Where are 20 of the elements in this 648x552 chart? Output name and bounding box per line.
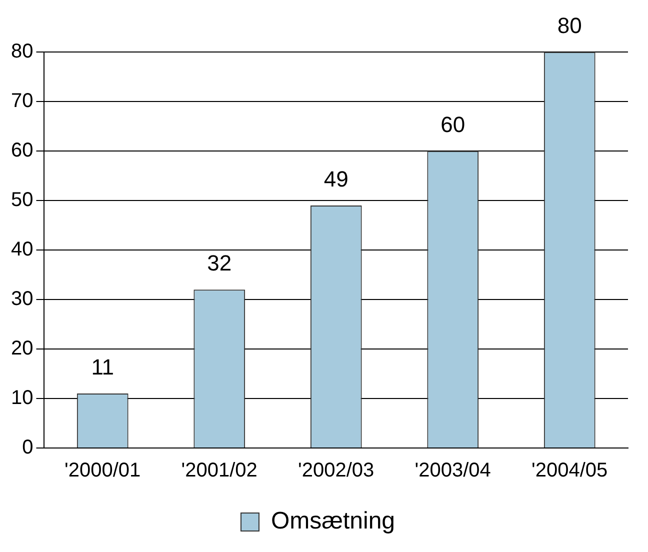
y-tick-label: 40 — [10, 238, 34, 261]
data-label: 11 — [91, 354, 114, 380]
legend-label: Omsætning — [270, 508, 396, 535]
y-tick-label: 30 — [10, 288, 34, 310]
x-tick-label: '2001/02 — [181, 460, 258, 482]
data-label: 49 — [324, 166, 348, 192]
x-tick-label: '2003/04 — [414, 460, 491, 482]
y-tick-label: 10 — [10, 387, 34, 410]
x-tick-label: '2002/03 — [298, 460, 374, 482]
y-tick-label: 70 — [10, 90, 34, 112]
data-label: 80 — [557, 13, 582, 38]
y-tick-label: 0 — [22, 436, 34, 459]
y-tick-label: 80 — [10, 40, 34, 63]
data-label: 32 — [207, 250, 232, 276]
data-label: 60 — [440, 112, 466, 138]
x-tick-label: '2004/05 — [532, 460, 608, 482]
y-tick-label: 20 — [10, 338, 34, 360]
x-tick-label: '2000/01 — [64, 460, 141, 482]
y-tick-label: 60 — [10, 140, 34, 162]
y-tick-label: 50 — [10, 189, 34, 212]
